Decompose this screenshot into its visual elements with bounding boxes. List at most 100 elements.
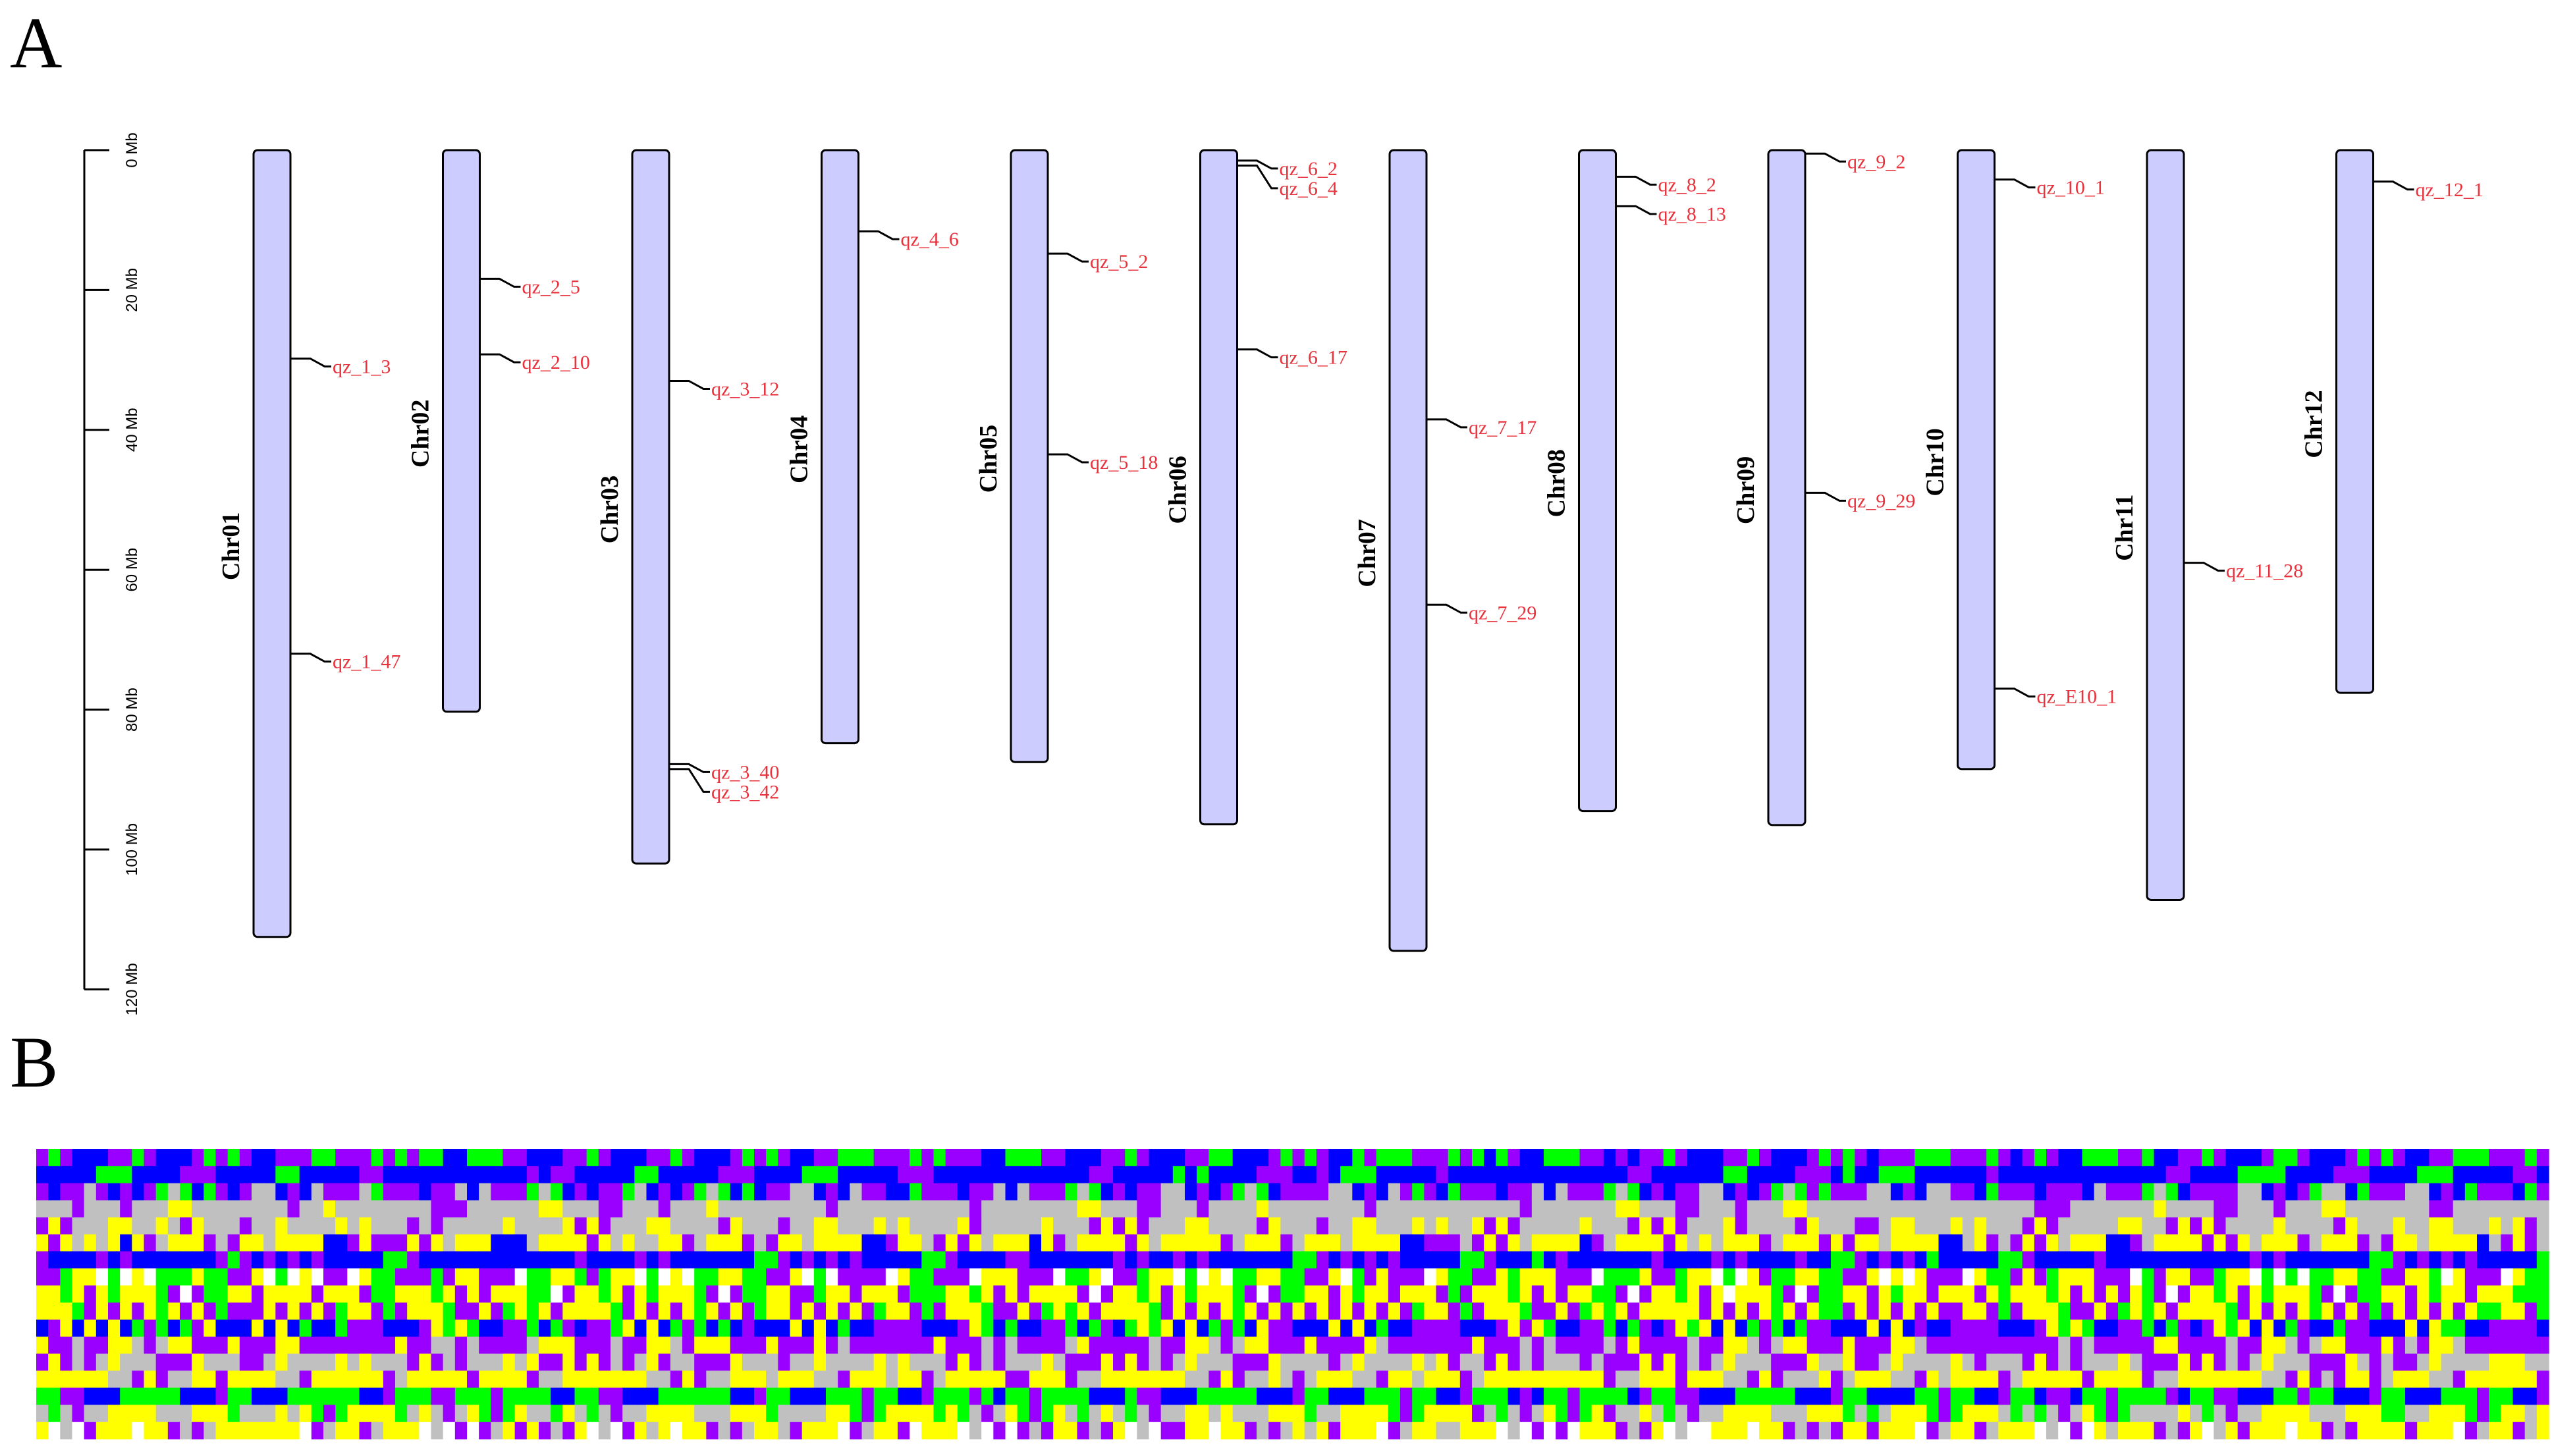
chromosome-label: Chr12: [2300, 390, 2328, 458]
heatmap-cell: [562, 1353, 576, 1372]
heatmap-cell: [252, 1353, 264, 1372]
heatmap-cell: [1747, 1353, 1760, 1372]
qtl-label: qz_8_13: [1658, 203, 1726, 225]
heatmap-cell: [1160, 1285, 1174, 1303]
heatmap-cell: [2177, 1370, 2190, 1388]
qtl-leader-line: [1805, 152, 1846, 163]
heatmap-cell: [1938, 1302, 1951, 1320]
heatmap-cell: [1759, 1285, 1772, 1303]
heatmap-cell: [2190, 1285, 2202, 1303]
heatmap-cell: [383, 1370, 396, 1388]
heatmap-cell: [1651, 1319, 1664, 1337]
heatmap-cell: [778, 1285, 791, 1303]
heatmap-cell: [2464, 1166, 2478, 1184]
heatmap-cell: [2106, 1336, 2119, 1355]
heatmap-cell: [371, 1388, 384, 1405]
heatmap-cell: [2142, 1285, 2155, 1303]
heatmap-cell: [2489, 1388, 2501, 1405]
heatmap-cell: [826, 1388, 838, 1405]
heatmap-cell: [1364, 1183, 1377, 1201]
heatmap-cell: [921, 1183, 935, 1201]
heatmap-cell: [1866, 1166, 1880, 1184]
heatmap-cell: [359, 1370, 372, 1388]
heatmap-cell: [742, 1422, 755, 1440]
heatmap-cell: [419, 1302, 432, 1320]
heatmap-cell: [2249, 1388, 2262, 1405]
heatmap-cell: [2082, 1166, 2095, 1184]
heatmap-cell: [1376, 1370, 1389, 1388]
heatmap-cell: [1412, 1285, 1425, 1303]
heatmap-cell: [287, 1183, 300, 1201]
heatmap-cell: [144, 1268, 157, 1286]
heatmap-cell: [1783, 1353, 1796, 1372]
heatmap-cell: [1771, 1319, 1783, 1337]
heatmap-cell: [2297, 1319, 2310, 1337]
heatmap-cell: [551, 1388, 563, 1405]
heatmap-cell: [491, 1234, 504, 1252]
heatmap-cell: [802, 1268, 815, 1286]
heatmap-cell: [1639, 1183, 1652, 1201]
heatmap-cell: [1783, 1200, 1796, 1218]
heatmap-cell: [2214, 1234, 2227, 1252]
heatmap-cell: [838, 1200, 850, 1218]
heatmap-cell: [2154, 1234, 2167, 1252]
heatmap-cell: [2010, 1388, 2023, 1405]
heatmap-cell: [718, 1285, 731, 1303]
heatmap-cell: [2345, 1319, 2358, 1337]
heatmap-cell: [838, 1166, 850, 1184]
heatmap-cell: [2297, 1183, 2310, 1201]
heatmap-cell: [1783, 1388, 1796, 1405]
heatmap-cell: [1089, 1251, 1102, 1269]
heatmap-cell: [72, 1251, 85, 1269]
heatmap-cell: [252, 1200, 264, 1218]
heatmap-cell: [1484, 1234, 1496, 1252]
heatmap-cell: [2417, 1422, 2430, 1440]
heatmap-cell: [2094, 1336, 2107, 1355]
heatmap-cell: [1938, 1353, 1951, 1372]
heatmap-cell: [634, 1353, 647, 1372]
heatmap-cell: [838, 1302, 850, 1320]
heatmap-cell: [395, 1234, 408, 1252]
qtl-leader-line: [290, 653, 331, 663]
heatmap-cell: [634, 1268, 647, 1286]
heatmap-cell: [2357, 1251, 2370, 1269]
heatmap-cell: [2273, 1353, 2286, 1372]
heatmap-cell: [1807, 1183, 1820, 1201]
heatmap-cell: [1843, 1336, 1855, 1355]
heatmap-cell: [2130, 1388, 2142, 1405]
heatmap-cell: [1065, 1234, 1078, 1252]
heatmap-cell: [838, 1336, 850, 1355]
heatmap-cell: [611, 1183, 623, 1201]
heatmap-cell: [2262, 1183, 2274, 1201]
heatmap-cell: [1244, 1336, 1257, 1355]
heatmap-cell: [1783, 1217, 1796, 1235]
heatmap-cell: [706, 1405, 719, 1422]
heatmap-cell: [1340, 1336, 1353, 1355]
heatmap-cell: [1459, 1370, 1473, 1388]
heatmap-cell: [192, 1166, 204, 1184]
heatmap-cell: [1627, 1285, 1640, 1303]
heatmap-cell: [933, 1336, 946, 1355]
heatmap-cell: [1878, 1370, 1891, 1388]
heatmap-cell: [790, 1251, 803, 1269]
heatmap-cell: [1771, 1370, 1783, 1388]
heatmap-cell: [383, 1336, 396, 1355]
heatmap-cell: [2536, 1183, 2549, 1201]
heatmap-cell: [646, 1234, 659, 1252]
qtl-leader-line: [1237, 159, 1278, 170]
heatmap-cell: [503, 1183, 516, 1201]
heatmap-cell: [1041, 1234, 1054, 1252]
heatmap-cell: [981, 1422, 994, 1440]
heatmap-cell: [1556, 1268, 1568, 1286]
heatmap-cell: [431, 1370, 444, 1388]
heatmap-cell: [275, 1388, 288, 1405]
heatmap-cell: [2345, 1336, 2358, 1355]
heatmap-cell: [1316, 1302, 1329, 1320]
heatmap-cell: [1531, 1200, 1544, 1218]
heatmap-cell: [1687, 1183, 1700, 1201]
heatmap-cell: [1986, 1422, 1999, 1440]
heatmap-cell: [850, 1166, 863, 1184]
heatmap-cell: [551, 1200, 563, 1218]
heatmap-cell: [1292, 1268, 1305, 1286]
heatmap-cell: [2381, 1405, 2394, 1422]
